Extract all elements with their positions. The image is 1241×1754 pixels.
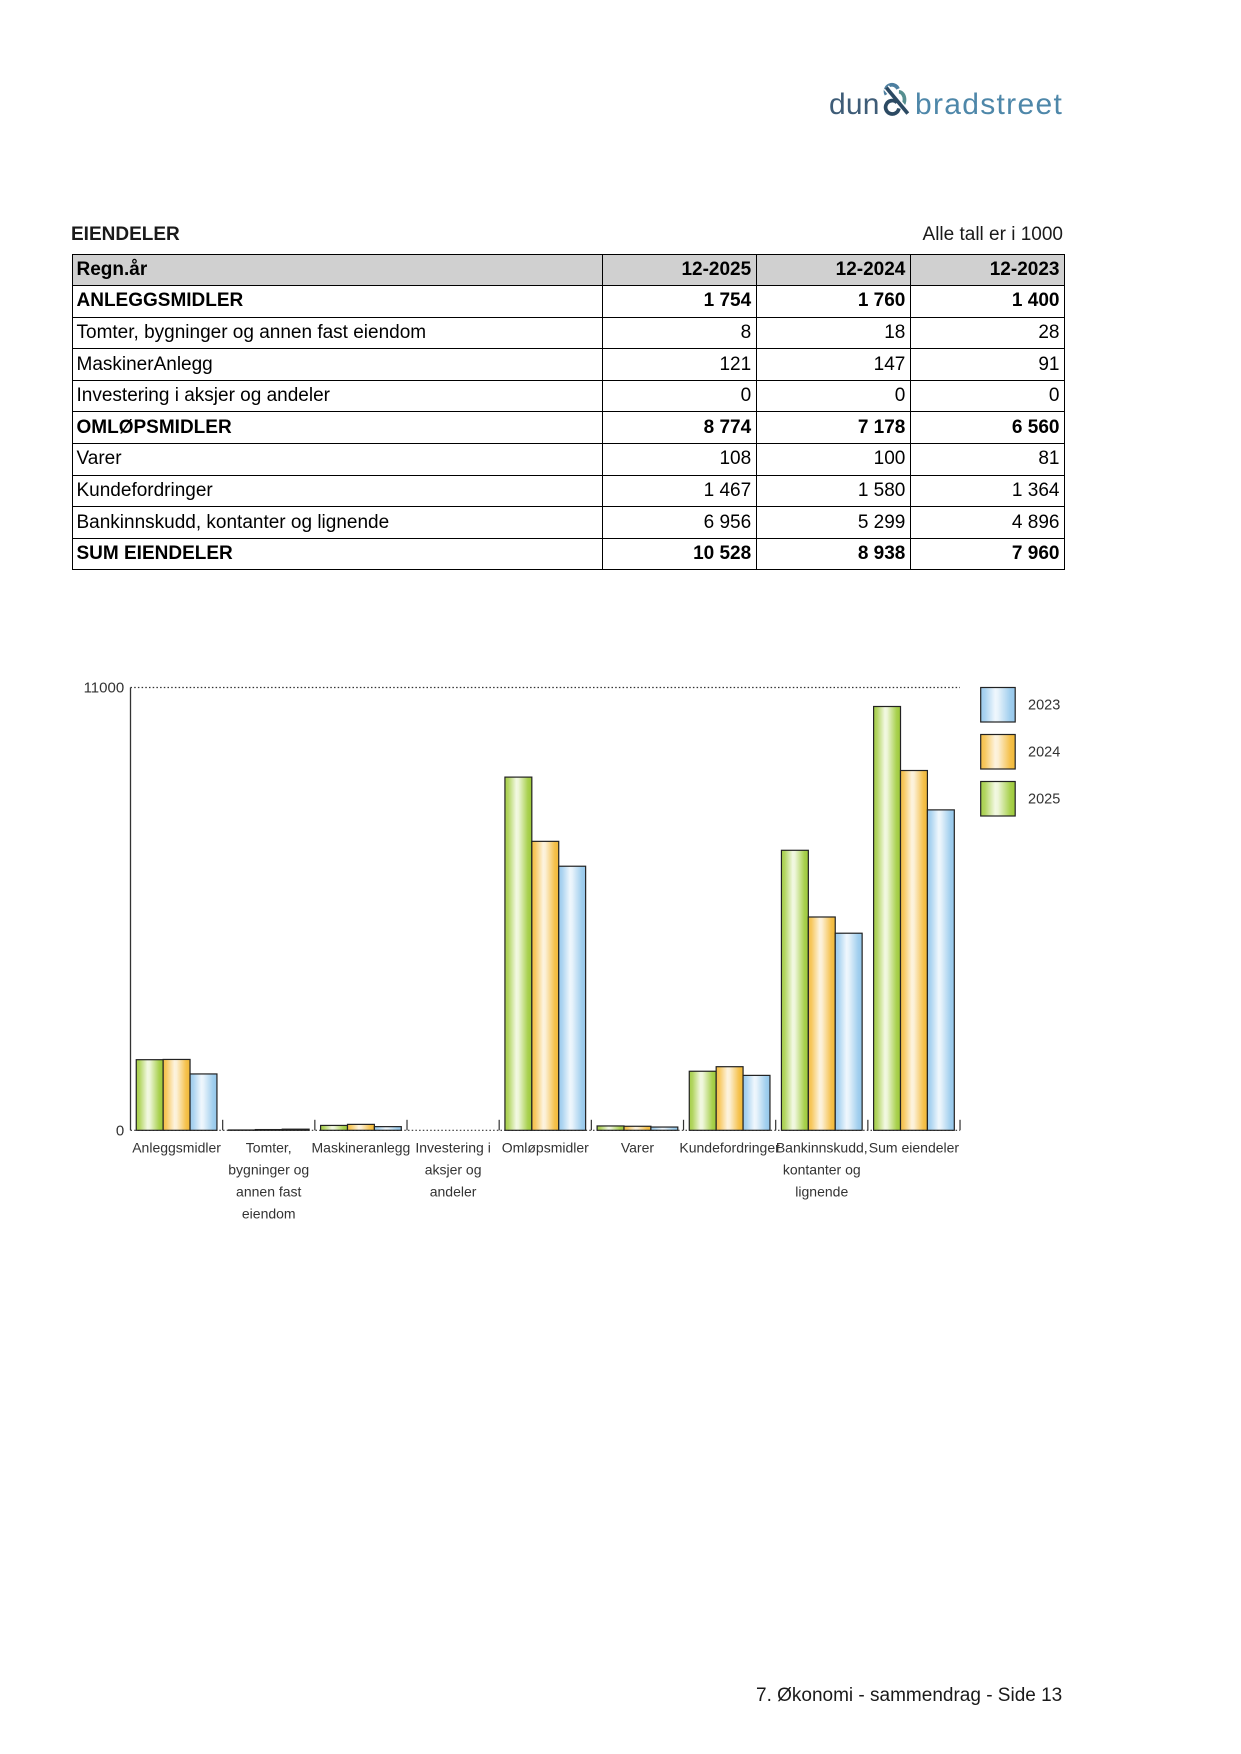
svg-text:kontanter og: kontanter og: [783, 1161, 861, 1177]
svg-text:annen fast: annen fast: [236, 1183, 301, 1199]
svg-text:Maskineranlegg: Maskineranlegg: [312, 1139, 411, 1155]
svg-text:Omløpsmidler: Omløpsmidler: [502, 1139, 589, 1155]
svg-text:lignende: lignende: [795, 1183, 848, 1199]
svg-text:0: 0: [116, 1122, 124, 1139]
svg-text:2025: 2025: [1028, 792, 1060, 808]
svg-text:11000: 11000: [84, 680, 125, 697]
svg-text:Anleggsmidler: Anleggsmidler: [132, 1139, 221, 1155]
svg-text:andeler: andeler: [430, 1183, 477, 1199]
svg-text:Sum eiendeler: Sum eiendeler: [869, 1139, 960, 1155]
svg-text:Tomter,: Tomter,: [246, 1139, 292, 1155]
svg-text:Kundefordringer: Kundefordringer: [679, 1139, 780, 1155]
svg-text:Varer: Varer: [621, 1139, 655, 1155]
svg-text:Bankinnskudd,: Bankinnskudd,: [776, 1139, 868, 1155]
svg-text:bygninger og: bygninger og: [228, 1161, 309, 1177]
svg-text:aksjer og: aksjer og: [425, 1161, 482, 1177]
svg-text:eiendom: eiendom: [242, 1205, 296, 1221]
svg-text:Investering i: Investering i: [415, 1139, 490, 1155]
svg-text:2023: 2023: [1028, 698, 1060, 714]
svg-text:2024: 2024: [1028, 745, 1060, 761]
